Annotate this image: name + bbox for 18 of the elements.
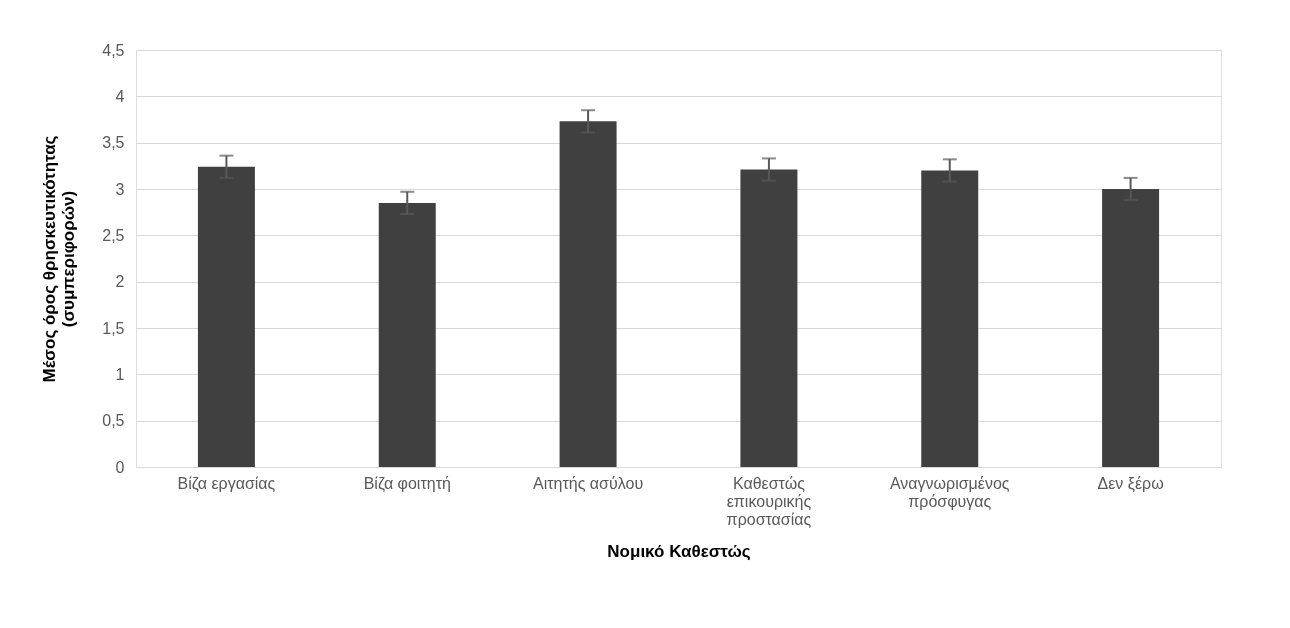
y-tick-label: 0 bbox=[115, 458, 125, 476]
x-tick-label: Βίζα εργασίας bbox=[177, 474, 276, 493]
y-tick-label: 3,5 bbox=[102, 134, 125, 152]
y-tick-label: 2 bbox=[115, 273, 125, 291]
y-tick-label: 4 bbox=[115, 87, 125, 105]
x-axis-title: Νομικό Καθεστώς bbox=[607, 541, 751, 561]
x-tick-label: Δεν ξέρω bbox=[1097, 474, 1164, 493]
y-tick-label: 0,5 bbox=[102, 412, 125, 430]
x-tick-label: Καθεστώς επικουρικής προστασίας bbox=[726, 474, 812, 528]
y-tick-label: 3 bbox=[115, 180, 125, 198]
x-tick-label: Βίζα φοιτητή bbox=[363, 474, 451, 493]
y-tick-label: 1 bbox=[115, 365, 125, 383]
y-tick-label: 1,5 bbox=[102, 319, 125, 337]
y-axis-title: Μέσος όρος θρησκευτικότητας (συμπεριφορών) bbox=[40, 135, 79, 383]
y-tick-label: 2,5 bbox=[102, 226, 125, 244]
y-tick-label: 4,5 bbox=[102, 41, 125, 59]
x-tick-label: Αιτητής ασύλου bbox=[533, 474, 644, 492]
x-tick-label: Αναγνωρισμένος πρόσφυγας bbox=[889, 474, 1010, 510]
